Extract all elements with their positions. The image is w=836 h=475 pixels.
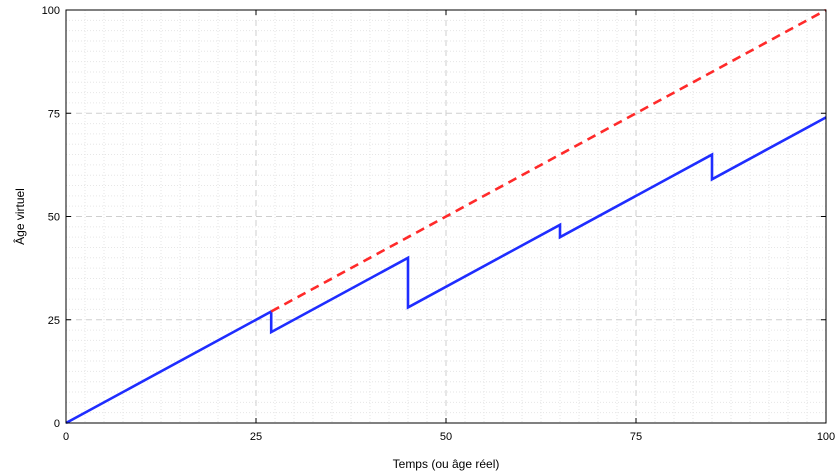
x-tick-label: 50 bbox=[440, 431, 452, 443]
y-tick-label: 75 bbox=[48, 108, 60, 120]
axis-ticks: 0 25 50 75 100 0 25 50 75 100 bbox=[42, 5, 836, 443]
x-tick-label: 75 bbox=[630, 431, 642, 443]
x-tick-label: 0 bbox=[63, 431, 69, 443]
reference-line-dashed bbox=[270, 8, 827, 313]
y-tick-label: 100 bbox=[42, 5, 60, 17]
y-tick-label: 50 bbox=[48, 212, 60, 224]
x-tick-label: 100 bbox=[817, 431, 835, 443]
y-axis-label: Âge virtuel bbox=[12, 188, 27, 245]
plot-series bbox=[65, 8, 827, 425]
y-tick-label: 25 bbox=[48, 315, 60, 327]
y-tick-label: 0 bbox=[54, 418, 60, 430]
x-tick-label: 25 bbox=[250, 431, 262, 443]
x-axis-label: Temps (ou âge réel) bbox=[393, 457, 500, 471]
virtual-age-line bbox=[65, 116, 827, 425]
